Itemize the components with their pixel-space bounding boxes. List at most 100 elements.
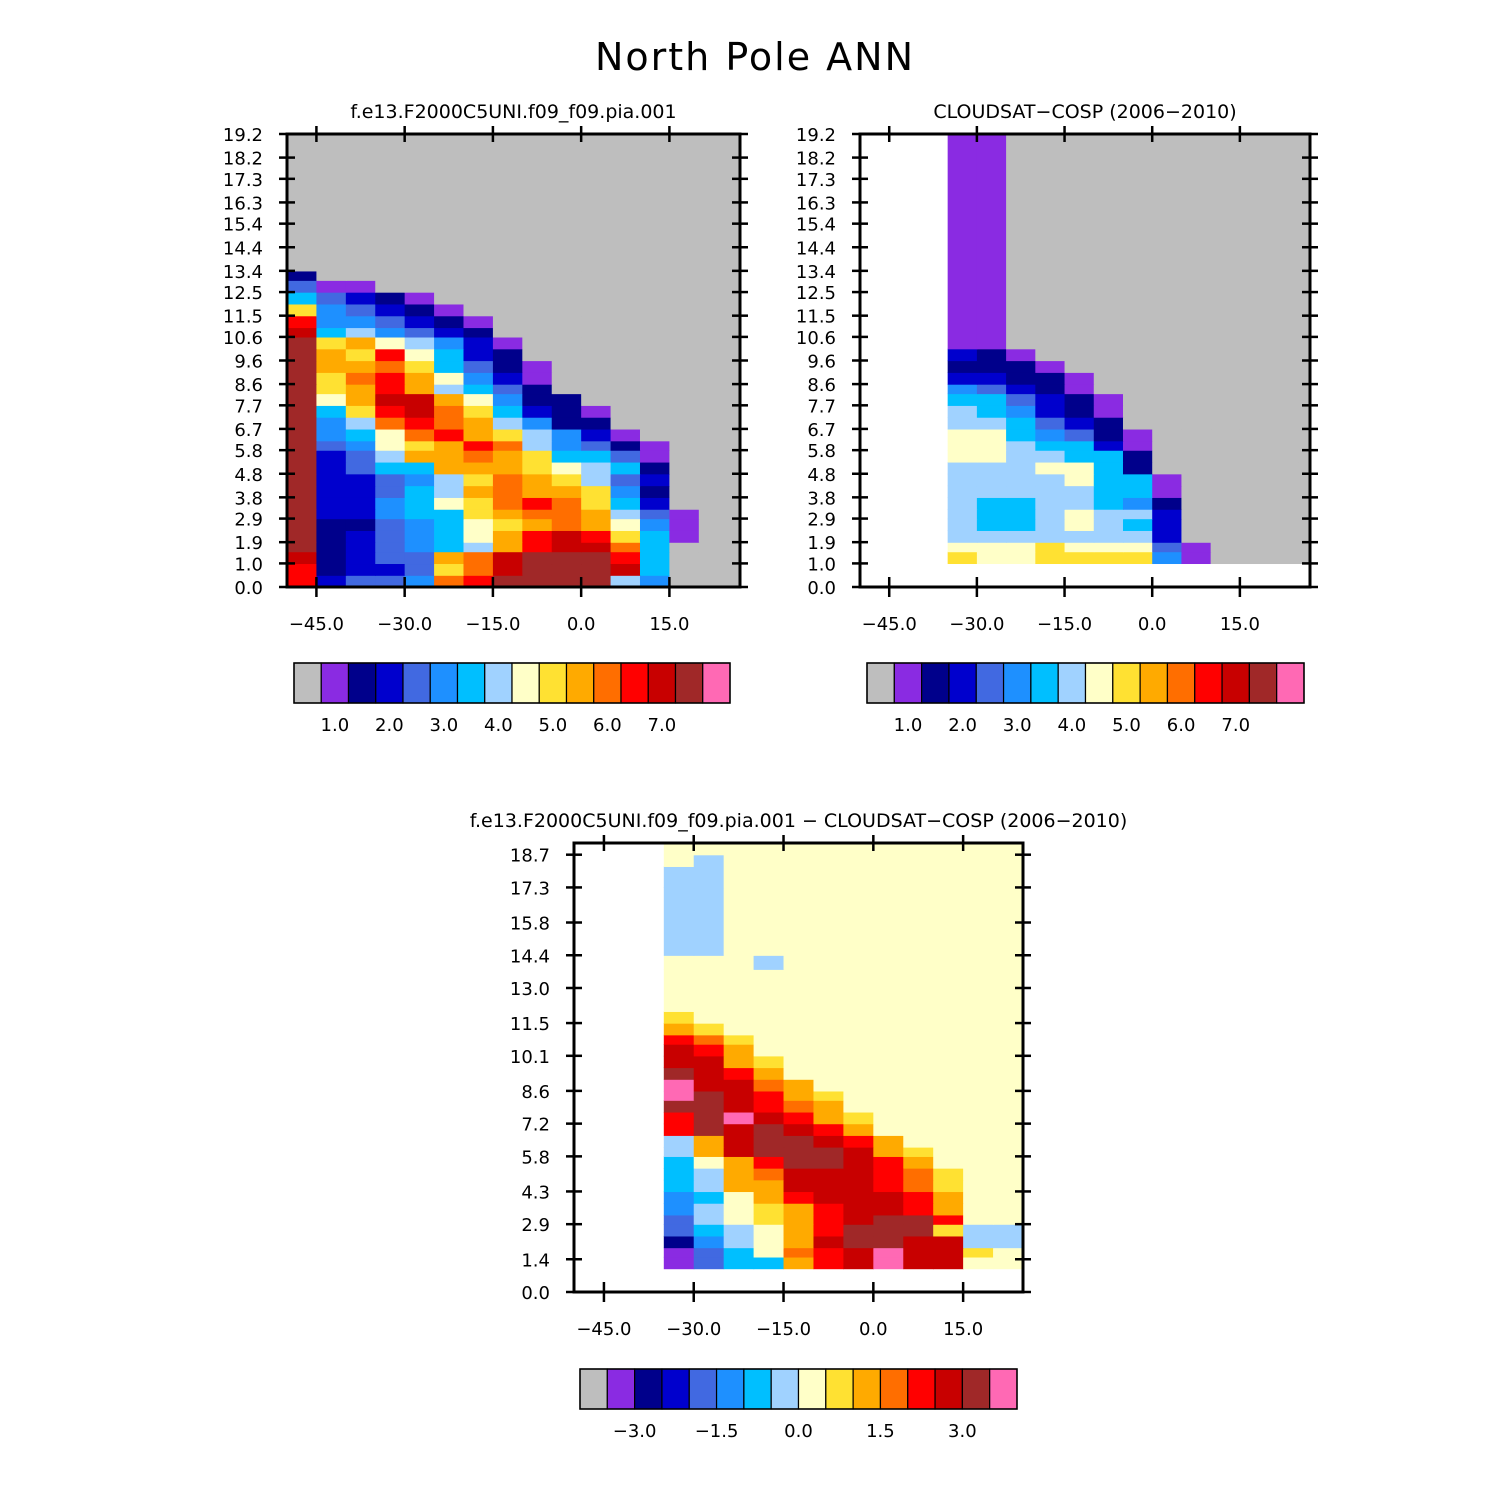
heatmap-cell [1181, 417, 1212, 430]
heatmap-cell [963, 1179, 994, 1193]
heatmap-cell [316, 485, 347, 498]
heatmap-cell [783, 1179, 815, 1193]
heatmap-cell [1239, 450, 1270, 463]
heatmap-cell [581, 336, 612, 350]
heatmap-cell [813, 1055, 844, 1069]
heatmap-cell [1035, 440, 1066, 451]
heatmap-cell [669, 315, 700, 329]
heatmap-cell [1210, 134, 1241, 350]
heatmap-cell [663, 1111, 695, 1125]
heatmap-cell [663, 854, 695, 867]
heatmap-cell [669, 518, 700, 531]
heatmap-cell [345, 348, 376, 362]
heatmap-cell [434, 518, 465, 531]
heatmap-cell [610, 428, 641, 442]
heatmap-cell [434, 542, 465, 553]
heatmap-cell [1122, 461, 1153, 475]
heatmap-cell [723, 1135, 755, 1148]
heatmap-cell [1122, 393, 1153, 406]
heatmap-cell [843, 1147, 874, 1157]
heatmap-cell [492, 440, 523, 451]
heatmap-cell [873, 1235, 904, 1249]
y-tick-label: 14.4 [796, 238, 836, 259]
heatmap-cell [316, 428, 347, 442]
heatmap-cell [1269, 497, 1299, 510]
x-tick-label: 15.0 [1220, 614, 1260, 635]
y-tick-label: 7.7 [807, 396, 836, 417]
heatmap-cell [669, 336, 700, 350]
colorbar-label: 3.0 [1003, 715, 1032, 736]
heatmap-cell [1006, 542, 1036, 553]
heatmap-cell [993, 1214, 1024, 1225]
heatmap-cell [1006, 497, 1036, 510]
heatmap-cell [434, 327, 465, 338]
heatmap-cell [813, 1135, 844, 1148]
heatmap-cell [1239, 485, 1270, 498]
heatmap-cell [993, 1135, 1024, 1148]
heatmap-cell [669, 292, 700, 305]
heatmap-cell [843, 969, 874, 1012]
heatmap-cell [669, 134, 700, 272]
heatmap-cell [698, 292, 729, 305]
plot-frame [572, 841, 1025, 1294]
heatmap-cell [345, 280, 376, 293]
heatmap-cell [723, 1214, 755, 1225]
heatmap-cell [1006, 551, 1036, 565]
heatmap-cell [404, 336, 435, 350]
heatmap-cell [463, 485, 494, 498]
heatmap-cell [610, 336, 641, 350]
heatmap-cell [316, 417, 347, 430]
heatmap-cell [753, 1191, 785, 1204]
heatmap-cell [1093, 485, 1124, 498]
heatmap-cell [813, 1111, 844, 1125]
heatmap-cell [976, 360, 1007, 373]
heatmap-cell [693, 1203, 725, 1216]
heatmap-cell [976, 461, 1007, 475]
heatmap-cell [903, 1100, 934, 1113]
heatmap-cell [375, 530, 406, 543]
heatmap-cell [345, 575, 376, 588]
heatmap-cell [522, 497, 553, 510]
heatmap-cell [1181, 497, 1212, 510]
heatmap-cell [316, 405, 347, 418]
heatmap-cell [963, 1256, 994, 1270]
heatmap-cell [1181, 134, 1212, 350]
heatmap-cell [723, 1011, 755, 1024]
heatmap-cell [783, 1235, 815, 1249]
heatmap-cell [1239, 518, 1270, 531]
colorbar-label: −1.5 [695, 1421, 739, 1442]
heatmap-cell [287, 336, 318, 350]
heatmap-cell [1239, 384, 1270, 395]
heatmap-cell [1210, 542, 1241, 553]
heatmap-cell [404, 360, 435, 373]
heatmap-cell [843, 1011, 874, 1024]
heatmap-cell [976, 428, 1007, 442]
heatmap-cell [345, 134, 376, 272]
heatmap-cell [404, 497, 435, 510]
heatmap-cell [551, 405, 582, 418]
heatmap-cell [728, 336, 741, 350]
heatmap-cell [903, 1135, 934, 1148]
x-tick-label: −15.0 [465, 614, 520, 635]
heatmap-cell [1006, 461, 1036, 475]
heatmap-cell [287, 315, 318, 329]
heatmap-cell [933, 955, 964, 970]
heatmap-cell [947, 461, 978, 475]
heatmap-cell [669, 563, 700, 576]
colorbar-swatch [1248, 662, 1278, 704]
heatmap-cell [723, 843, 755, 856]
heatmap-cell [639, 384, 671, 395]
heatmap-cell [783, 1256, 815, 1270]
colorbar-swatch [429, 662, 459, 704]
heatmap-cell [639, 417, 671, 430]
heatmap-cell [610, 575, 641, 588]
heatmap-cell [522, 292, 553, 305]
heatmap-cell [345, 551, 376, 565]
heatmap-cell [783, 1079, 815, 1092]
heatmap-cell [843, 843, 874, 856]
heatmap-cell [963, 1023, 994, 1036]
heatmap-cell [669, 360, 700, 373]
heatmap-cell [463, 315, 494, 329]
heatmap-cell [903, 1123, 934, 1136]
